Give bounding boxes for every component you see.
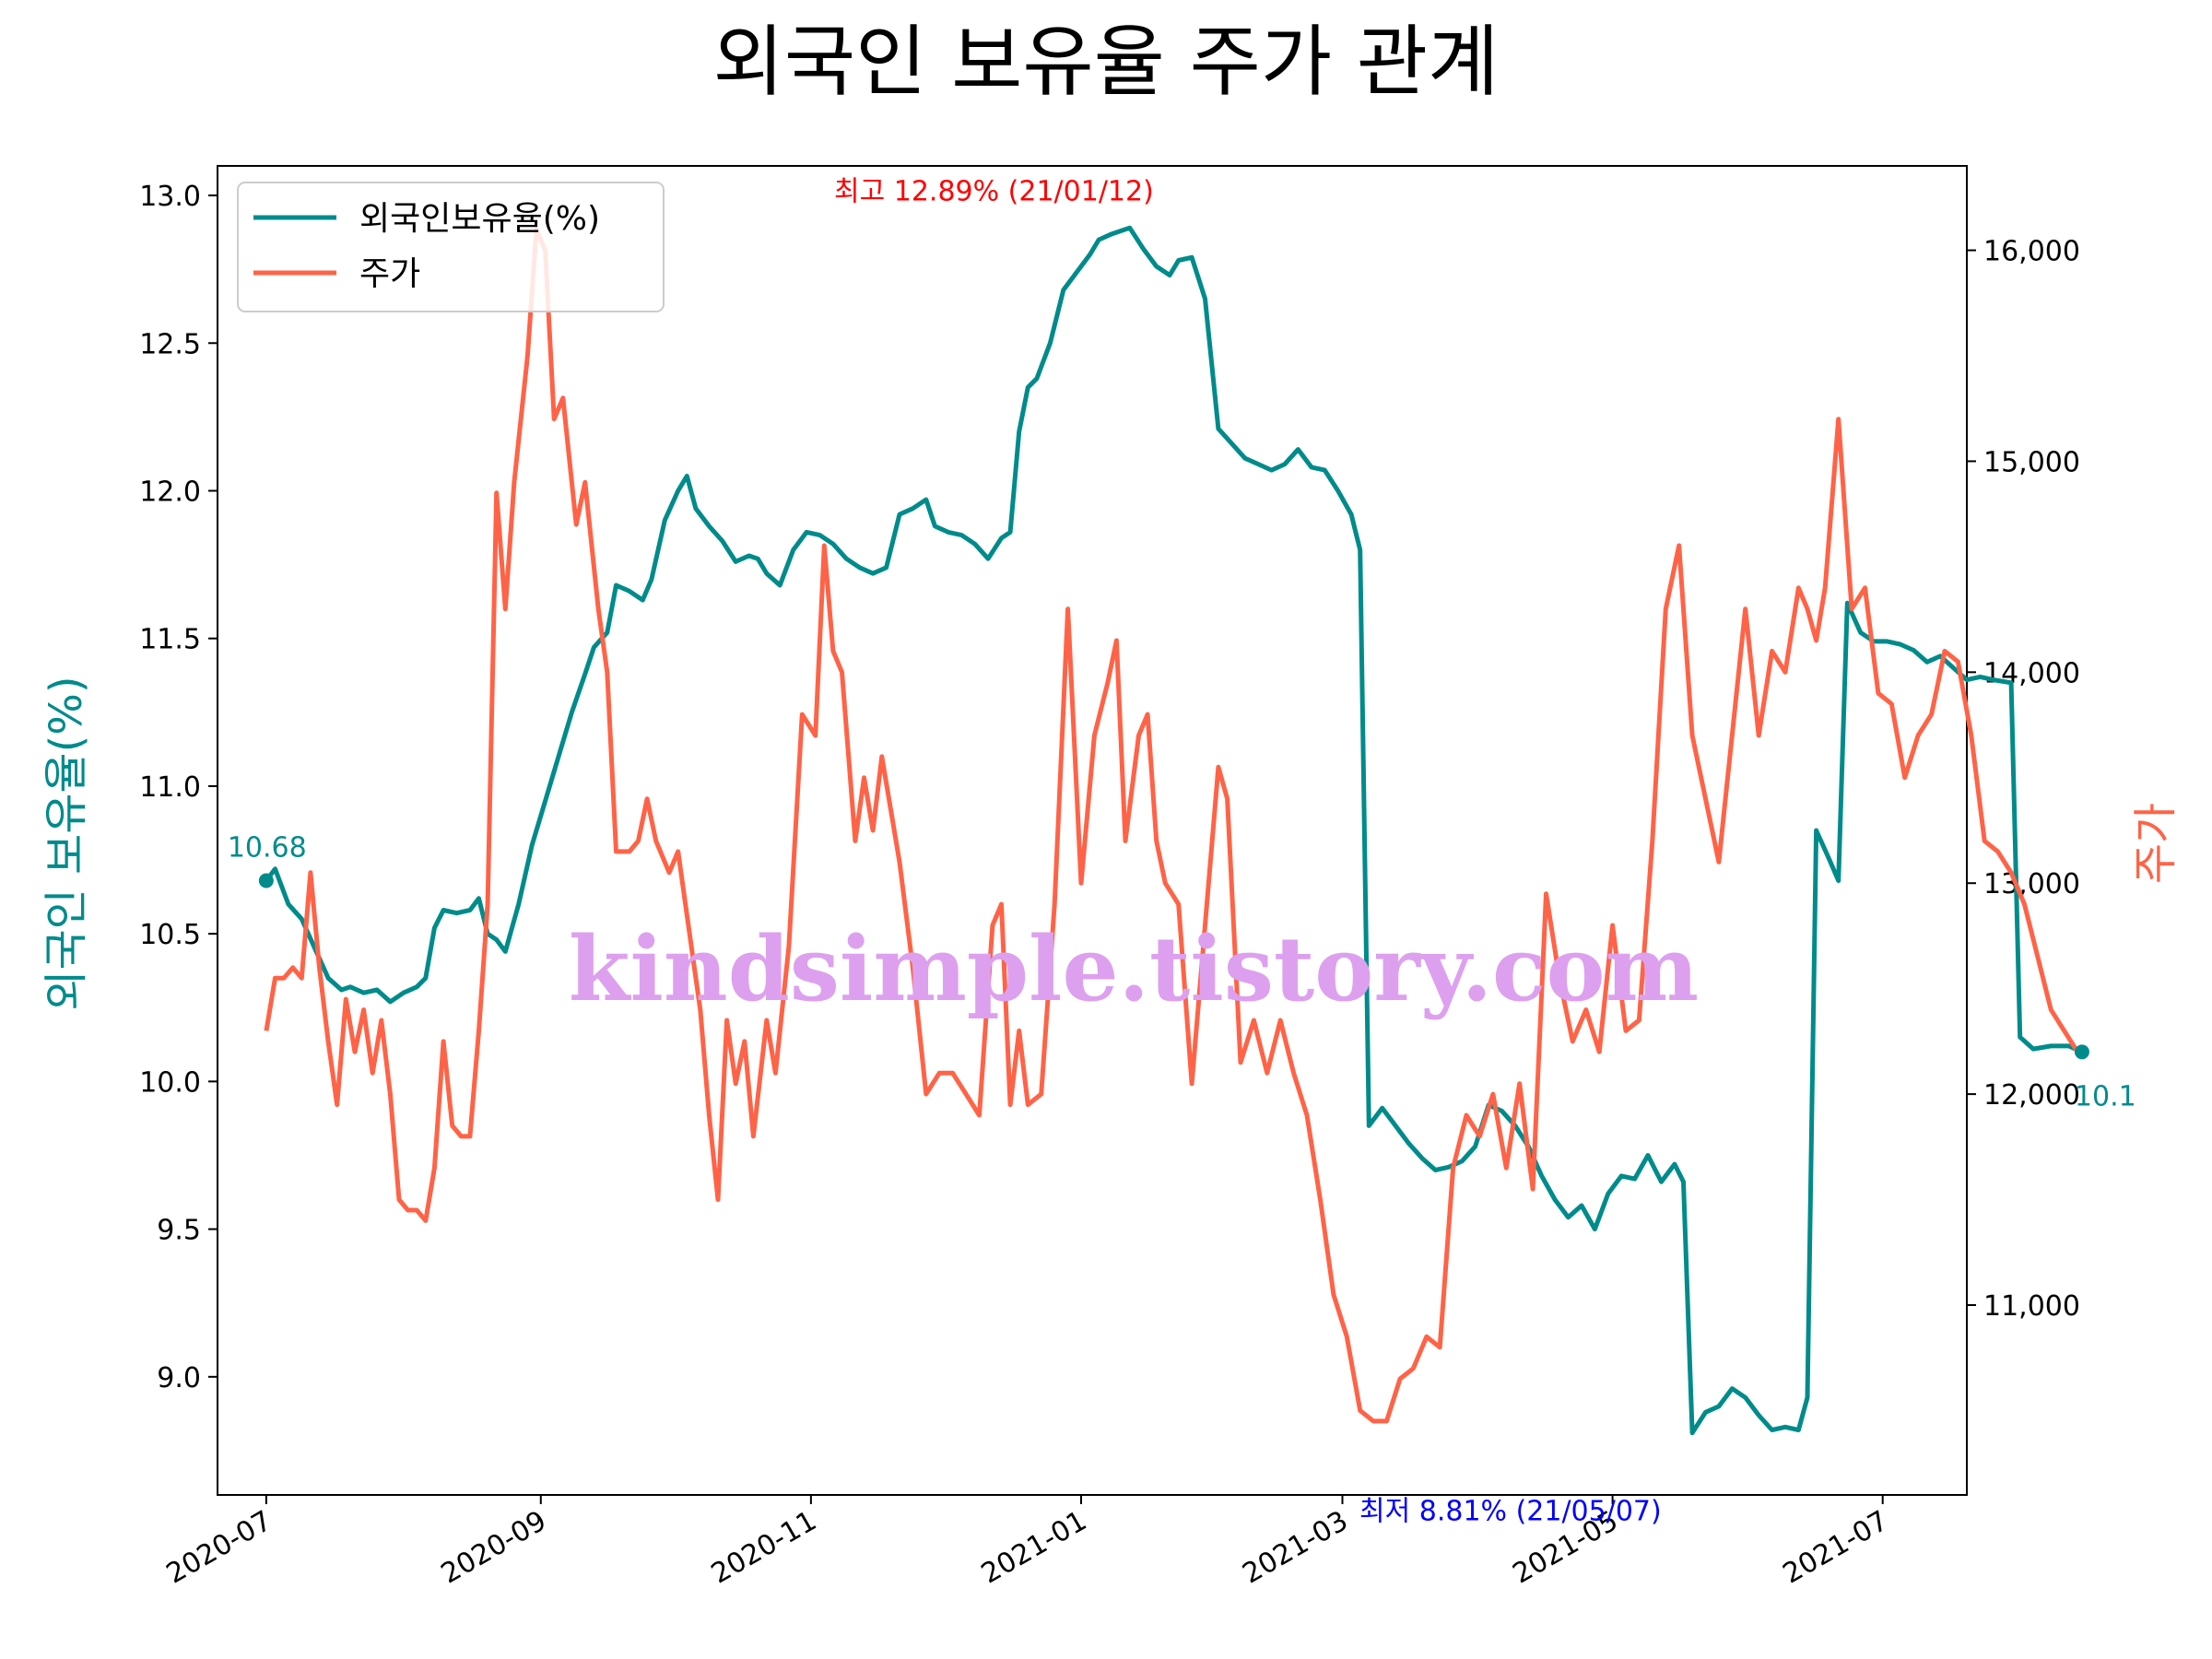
end-marker <box>2074 1044 2089 1060</box>
legend: 외국인보유율(%) 주가 <box>237 182 665 312</box>
legend-label-price: 주가 <box>359 255 420 293</box>
right-y-tick-label: 11,000 <box>1983 1290 2080 1323</box>
x-tick-label: 2020-09 <box>436 1505 552 1591</box>
x-tick-label: 2020-11 <box>706 1505 822 1591</box>
left-y-tick-label: 10.5 <box>139 919 201 951</box>
x-tick-label: 2021-07 <box>1778 1505 1894 1591</box>
x-tick-label: 2021-03 <box>1237 1505 1353 1591</box>
min-annotation: 최저 8.81% (21/05/07) <box>1359 1496 1662 1528</box>
x-tick-label: 2021-01 <box>976 1505 1092 1591</box>
legend-label-foreign: 외국인보유율(%) <box>359 200 600 238</box>
chart-title: 외국인 보유율 주가 관계 <box>713 17 1500 107</box>
right-y-axis-label: 주가 <box>2130 803 2182 884</box>
left-y-tick-label: 10.0 <box>139 1066 201 1099</box>
left-y-tick-label: 9.0 <box>157 1362 201 1394</box>
start-marker <box>258 873 274 888</box>
series-line-foreign <box>264 225 2083 1436</box>
start-value-label: 10.68 <box>228 831 307 864</box>
left-y-tick-label: 12.5 <box>139 328 201 360</box>
end-value-label: 10.1 <box>2075 1080 2136 1112</box>
right-y-tick-label: 14,000 <box>1983 657 2080 689</box>
left-y-tick-label: 12.0 <box>139 476 201 508</box>
plot-frame <box>217 165 1968 1496</box>
left-y-axis-label: 외국인 보유율(%) <box>41 676 92 1010</box>
left-y-tick-label: 13.0 <box>139 181 201 213</box>
series-line-price <box>264 227 2080 1424</box>
left-y-tick-label: 11.5 <box>139 624 201 656</box>
max-annotation: 최고 12.89% (21/01/12) <box>834 175 1154 207</box>
legend-box <box>237 182 665 312</box>
plot-area: 2020-07 2020-09 2020-11 2021-01 2021-03 2021-… <box>139 165 2136 1591</box>
right-y-tick-label: 12,000 <box>1983 1079 2080 1112</box>
right-y-tick-label: 15,000 <box>1983 446 2080 478</box>
left-y-tick-label: 11.0 <box>139 771 201 804</box>
right-y-tick-label: 16,000 <box>1983 236 2080 268</box>
left-y-tick-label: 9.5 <box>157 1215 201 1247</box>
right-y-tick-label: 13,000 <box>1983 868 2080 900</box>
watermark: kindsimple.tistory.com <box>569 917 1699 1021</box>
x-tick-label: 2020-07 <box>161 1505 277 1591</box>
